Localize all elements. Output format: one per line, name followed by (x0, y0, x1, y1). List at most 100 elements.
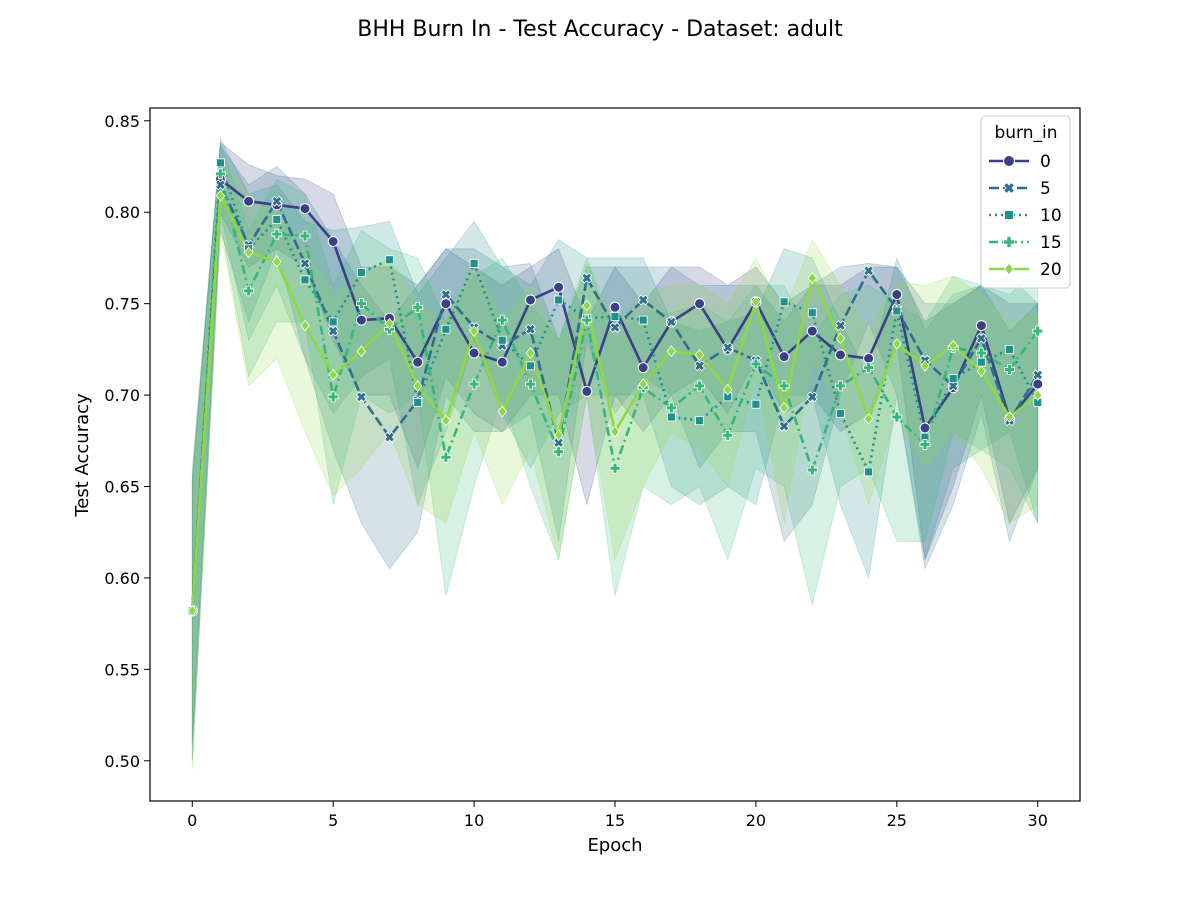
series-15-point (327, 391, 339, 403)
x-tick-label: 30 (1028, 811, 1048, 830)
series-10-point (526, 361, 535, 371)
series-20-point (384, 317, 395, 330)
series-10-point (300, 275, 310, 285)
series-20-point (187, 604, 197, 617)
legend-box (980, 115, 1071, 289)
series-15-point (835, 380, 846, 392)
series-20-point (356, 345, 367, 358)
series-5-point (355, 391, 367, 403)
series-15-point (496, 314, 508, 326)
series-20-point (469, 325, 479, 337)
series-0-point (553, 281, 565, 293)
series-15-point (243, 285, 255, 297)
series-5-point (1032, 369, 1044, 381)
series-20-point (1004, 411, 1015, 423)
series-15-point (891, 411, 903, 423)
x-tick-label: 0 (187, 811, 197, 830)
series-10-point (751, 399, 761, 409)
legend-label: 10 (1040, 206, 1062, 226)
series-20-point (779, 401, 789, 414)
series-5-point (525, 323, 536, 335)
series-10-confidence-band (191, 137, 1039, 743)
series-20-point (525, 347, 536, 359)
series-0-point (440, 298, 452, 310)
series-10-point (695, 416, 704, 426)
legend-marker (1004, 210, 1014, 220)
series-0-point (863, 353, 875, 365)
plot-area (149, 107, 1081, 802)
legend-item: 0 (989, 152, 1051, 172)
series-10-point (948, 374, 958, 384)
legend-marker (1003, 262, 1015, 276)
series-15-point (750, 358, 762, 370)
series-20-point (807, 272, 817, 284)
y-tick-label: 0.70 (104, 386, 140, 405)
series-15-point (468, 378, 480, 390)
legend-label: 5 (1040, 179, 1051, 199)
series-15-point (722, 429, 734, 441)
series-10-point (807, 308, 817, 318)
legend-label: 20 (1040, 260, 1062, 280)
series-15-point (412, 301, 424, 313)
series-15-point (271, 228, 283, 240)
series-20-point (582, 299, 592, 312)
series-10-point (666, 412, 676, 422)
chart-title: BHH Burn In - Test Accuracy - Dataset: a… (357, 17, 843, 42)
x-axis: 0 5 10 15 20 25 30 (187, 801, 1048, 830)
series-10-point (356, 268, 366, 277)
y-tick-label: 0.80 (104, 203, 140, 222)
series-10-point (976, 357, 986, 367)
series-20-point (694, 348, 705, 361)
series-15-point (355, 298, 367, 310)
legend-items: 0 5 10 15 20 (989, 152, 1062, 280)
series-10-point (864, 467, 874, 477)
series-20-point (328, 369, 338, 381)
series-0-point (637, 362, 649, 374)
y-axis-label: Test Accuracy (72, 393, 93, 518)
y-tick-label: 0.85 (104, 112, 140, 131)
series-15-point (778, 380, 790, 392)
series-15-point (525, 378, 536, 390)
x-axis-label: Epoch (587, 835, 642, 856)
series-20-point (272, 255, 282, 268)
legend-item: 20 (989, 260, 1062, 280)
series-5-point (440, 289, 452, 300)
series-20-point (666, 345, 677, 358)
series-20-point (413, 380, 423, 392)
series-20-point (497, 405, 507, 418)
series-15-point (215, 168, 226, 180)
series-20-point (863, 412, 874, 425)
y-tick-label: 0.50 (104, 752, 140, 771)
series-5-point (694, 360, 705, 372)
series-15-point (665, 402, 677, 414)
series-0-point (609, 301, 621, 313)
series-5-point (665, 316, 677, 328)
series-10-point (441, 324, 451, 334)
series-20-point (892, 337, 902, 350)
series-20-point (976, 365, 987, 378)
legend-label: 15 (1040, 233, 1062, 253)
series-15-point (919, 439, 931, 450)
series-0-point (975, 320, 987, 332)
series-0-point (468, 347, 480, 359)
series-15-point (1032, 325, 1044, 337)
series-0-point (299, 203, 311, 215)
series-10-point (497, 335, 507, 345)
series-0-point (412, 356, 424, 368)
series-0-point (694, 298, 706, 310)
series-0-point (778, 351, 790, 363)
series-5-point (778, 420, 790, 432)
series-20-point (243, 246, 254, 259)
y-tick-label: 0.60 (104, 569, 140, 588)
series-5-point (299, 257, 311, 269)
series-20-point (920, 359, 930, 372)
series-0-point (891, 289, 903, 301)
series-15-confidence-band (191, 142, 1039, 761)
series-10-point (385, 255, 394, 265)
series-10-point (216, 158, 225, 168)
series-15-point (581, 314, 593, 326)
series-10-point (328, 317, 338, 327)
y-tick-label: 0.75 (104, 295, 140, 314)
series-15-point (609, 462, 621, 474)
